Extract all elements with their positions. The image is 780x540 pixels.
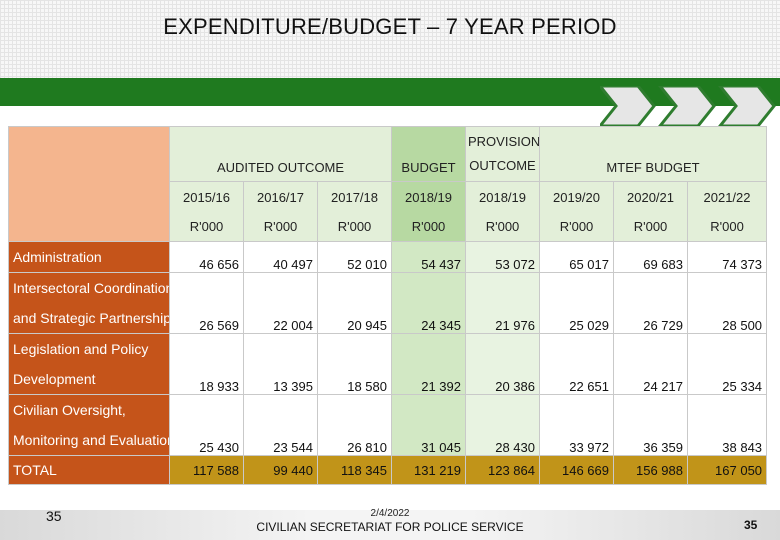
- row-label: Administration: [8, 241, 170, 273]
- total-value-cell: 131 219: [391, 455, 466, 485]
- value-cell: 53 072: [465, 241, 540, 273]
- chevron-icon: [718, 86, 776, 126]
- value-cell: 25 334: [686, 333, 768, 395]
- row-label: Civilian Oversight, Monitoring and Evalua…: [8, 394, 170, 456]
- value-cell: 18 933: [169, 333, 244, 395]
- total-value-cell: 167 050: [686, 455, 768, 485]
- slide-number-left: 35: [46, 508, 62, 524]
- value-cell: 21 392: [391, 333, 466, 395]
- group-header-budget: BUDGET: [391, 126, 466, 182]
- value-cell: 65 017: [539, 241, 614, 273]
- value-cell: 31 045: [391, 394, 466, 456]
- unit-label: R'000: [485, 218, 520, 234]
- value-cell: 40 497: [243, 241, 318, 273]
- value-cell: 25 430: [169, 394, 244, 456]
- table-row: Intersectoral Coordination and Strategic …: [8, 272, 768, 334]
- footer-band: [0, 510, 780, 540]
- total-value-cell: 123 864: [465, 455, 540, 485]
- row-label-line: Civilian Oversight,: [13, 402, 126, 418]
- year-label: 2017/18: [331, 189, 378, 205]
- row-label-line: Monitoring and Evaluation: [13, 432, 170, 448]
- total-label: TOTAL: [8, 455, 170, 485]
- title-band: [0, 0, 780, 78]
- year-label: 2018/19: [479, 189, 526, 205]
- unit-label: R'000: [559, 218, 594, 234]
- value-cell: 24 217: [613, 333, 688, 395]
- budget-table: AUDITED OUTCOME BUDGET PROVISIONAL OUTCO…: [8, 126, 768, 485]
- year-header: 2016/17 R'000: [243, 181, 318, 242]
- value-cell: 33 972: [539, 394, 614, 456]
- total-value-cell: 99 440: [243, 455, 318, 485]
- value-cell: 26 729: [613, 272, 688, 334]
- group-header-mtef: MTEF BUDGET: [538, 126, 768, 182]
- year-header: 2018/19 R'000: [465, 181, 540, 242]
- year-header: 2017/18 R'000: [317, 181, 392, 242]
- unit-label: R'000: [710, 218, 744, 234]
- value-cell: 74 373: [686, 241, 768, 273]
- group-header-audited: AUDITED OUTCOME: [169, 126, 392, 182]
- value-cell: 28 500: [686, 272, 768, 334]
- total-value-cell: 156 988: [613, 455, 688, 485]
- table-corner: [8, 126, 170, 242]
- slide-title: EXPENDITURE/BUDGET – 7 YEAR PERIOD: [163, 14, 617, 39]
- unit-label: R'000: [633, 218, 668, 234]
- row-label-line: Legislation and Policy: [13, 341, 149, 357]
- row-label: Intersectoral Coordination and Strategic …: [8, 272, 170, 334]
- row-label-line: Intersectoral Coordination: [13, 280, 170, 296]
- row-label-line: Administration: [13, 249, 102, 265]
- year-header: 2019/20 R'000: [539, 181, 614, 242]
- value-cell: 22 004: [243, 272, 318, 334]
- year-label: 2021/22: [703, 189, 751, 205]
- value-cell: 13 395: [243, 333, 318, 395]
- slide-number-right: 35: [744, 518, 758, 532]
- year-label: 2015/16: [183, 189, 230, 205]
- row-label-line: Development: [13, 371, 96, 387]
- value-cell: 38 843: [686, 394, 768, 456]
- chevron-arrows-decoration: [600, 86, 776, 126]
- total-value-cell: 118 345: [317, 455, 392, 485]
- year-header: 2021/22 R'000: [686, 181, 768, 242]
- year-header: 2018/19 R'000: [391, 181, 466, 242]
- year-label: 2018/19: [405, 189, 452, 205]
- unit-label: R'000: [189, 218, 224, 234]
- value-cell: 20 945: [317, 272, 392, 334]
- value-cell: 69 683: [613, 241, 688, 273]
- unit-label: R'000: [337, 218, 372, 234]
- table-row: Administration 46 656 40 497 52 010 54 437 53…: [8, 241, 768, 273]
- chevron-icon: [658, 86, 716, 126]
- value-cell: 18 580: [317, 333, 392, 395]
- year-header: 2015/16 R'000: [169, 181, 244, 242]
- total-value-cell: 146 669: [539, 455, 614, 485]
- footer-date: 2/4/2022: [370, 508, 410, 519]
- value-cell: 46 656: [169, 241, 244, 273]
- total-value-cell: 117 588: [169, 455, 244, 485]
- value-cell: 52 010: [317, 241, 392, 273]
- year-label: 2019/20: [553, 189, 600, 205]
- chevron-icon: [600, 86, 656, 126]
- total-row: TOTAL 117 588 99 440 118 345 131 219 123 864 1…: [8, 455, 768, 485]
- unit-label: R'000: [411, 218, 446, 234]
- value-cell: 20 386: [465, 333, 540, 395]
- value-cell: 26 569: [169, 272, 244, 334]
- table-row: Civilian Oversight, Monitoring and Evalua…: [8, 394, 768, 456]
- year-header: 2020/21 R'000: [613, 181, 688, 242]
- value-cell: 28 430: [465, 394, 540, 456]
- value-cell: 24 345: [391, 272, 466, 334]
- value-cell: 26 810: [317, 394, 392, 456]
- year-label: 2020/21: [627, 189, 674, 205]
- table-row: Legislation and Policy Development 18 933 1…: [8, 333, 768, 395]
- value-cell: 22 651: [539, 333, 614, 395]
- value-cell: 21 976: [465, 272, 540, 334]
- year-label: 2016/17: [257, 189, 304, 205]
- unit-label: R'000: [263, 218, 298, 234]
- footer-organization: CIVILIAN SECRETARIAT FOR POLICE SERVICE: [256, 520, 524, 534]
- group-header-provisional: PROVISIONAL OUTCOME: [465, 126, 540, 182]
- value-cell: 36 359: [613, 394, 688, 456]
- value-cell: 25 029: [539, 272, 614, 334]
- value-cell: 54 437: [391, 241, 466, 273]
- row-label: Legislation and Policy Development: [8, 333, 170, 395]
- value-cell: 23 544: [243, 394, 318, 456]
- row-label-line: and Strategic Partnerships: [13, 310, 170, 326]
